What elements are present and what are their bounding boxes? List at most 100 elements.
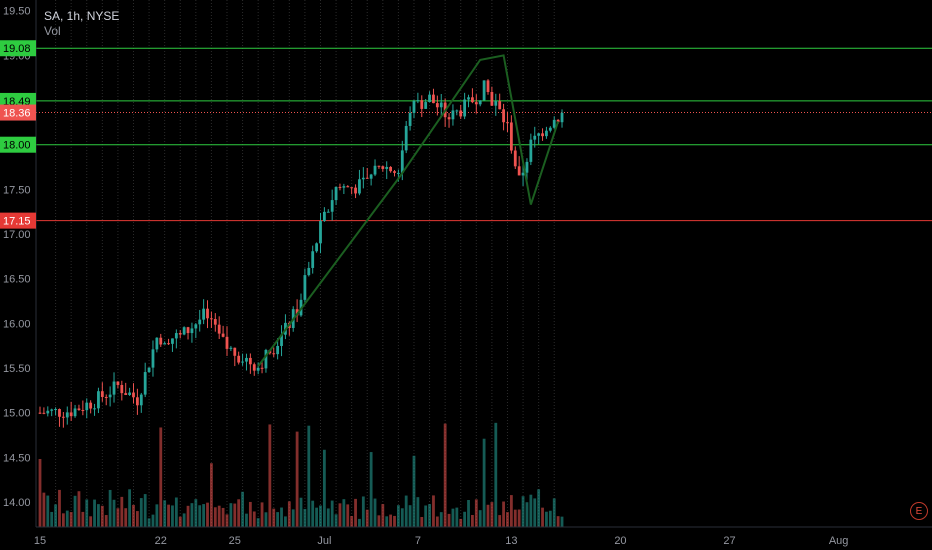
- earnings-icon[interactable]: E: [910, 502, 928, 520]
- candle-body: [252, 364, 256, 371]
- candle-body: [225, 336, 229, 349]
- candle-body: [556, 119, 560, 123]
- volume-bar: [295, 431, 299, 527]
- trendline-drawing[interactable]: [257, 54, 560, 367]
- candle-body: [525, 161, 529, 173]
- volume-bar: [346, 504, 350, 527]
- volume-bar: [202, 504, 206, 527]
- volume-bar: [490, 502, 494, 527]
- candle-body: [502, 109, 505, 123]
- volume-bar: [100, 505, 104, 527]
- candle-body: [463, 99, 467, 117]
- volume-bar: [459, 518, 463, 527]
- candle-body: [77, 408, 81, 410]
- candle-body: [210, 318, 213, 320]
- level-price-label: 18.00: [3, 140, 31, 152]
- volume-bar: [213, 507, 217, 527]
- volume-bar: [85, 499, 89, 527]
- volume-bar: [61, 513, 65, 527]
- volume-bar: [139, 498, 143, 527]
- horizontal-levels[interactable]: [36, 47, 932, 222]
- candle-body: [190, 328, 194, 334]
- volume-bar: [315, 507, 318, 527]
- volume-bar: [198, 505, 202, 527]
- candle-body: [537, 133, 541, 136]
- volume-bar: [58, 489, 61, 527]
- volume-bar: [135, 511, 139, 527]
- candle-body: [256, 367, 260, 371]
- candle-body: [108, 394, 112, 398]
- candle-body: [385, 166, 389, 169]
- candle-body: [65, 412, 69, 418]
- candlesticks: [38, 79, 564, 428]
- volume-bar: [163, 500, 167, 527]
- candle-body: [560, 112, 564, 123]
- volume-bar: [245, 513, 248, 527]
- volume-bar: [478, 510, 482, 527]
- volume-bar: [248, 501, 252, 527]
- level-price-label: 19.08: [3, 43, 31, 55]
- volume-bar: [334, 514, 338, 527]
- candle-body: [194, 324, 198, 329]
- volume-bar: [174, 497, 178, 527]
- price-tick-label: 16.50: [3, 274, 31, 286]
- volume-bar: [124, 508, 128, 527]
- volume-bar: [252, 511, 256, 527]
- candle-body: [112, 381, 116, 395]
- candle-body: [143, 372, 147, 395]
- volume-bar: [537, 489, 541, 527]
- candle-body: [517, 166, 521, 176]
- volume-bar: [455, 507, 459, 527]
- candle-body: [73, 408, 77, 417]
- volume-bar: [73, 495, 77, 527]
- volume-bar: [435, 516, 439, 527]
- time-axis[interactable]: 15 22 25 Jul 7 13 20 27 Aug: [34, 526, 932, 547]
- volume-bar: [225, 514, 229, 527]
- volume-bars: [38, 422, 564, 527]
- time-tick-label: 13: [505, 535, 517, 547]
- volume-bar: [272, 508, 276, 527]
- time-tick-label: 25: [229, 535, 241, 547]
- candle-body: [377, 165, 381, 167]
- level-price-badge: [0, 212, 36, 229]
- volume-bar: [389, 514, 393, 527]
- volume-bar: [50, 511, 54, 527]
- volume-bar: [287, 501, 291, 527]
- volume-bar: [393, 515, 396, 527]
- candle-body: [311, 251, 315, 268]
- volume-bar: [38, 459, 42, 527]
- candle-body: [241, 361, 244, 363]
- candle-body: [97, 391, 100, 409]
- volume-bar: [330, 500, 334, 527]
- time-tick-label: 20: [614, 535, 626, 547]
- candle-body: [373, 165, 377, 175]
- volume-bar: [482, 438, 486, 527]
- price-axis[interactable]: 19.5019.0017.5017.0016.5016.0015.5015.00…: [0, 0, 37, 550]
- volume-bar: [178, 516, 182, 527]
- volume-bar: [424, 505, 428, 527]
- volume-bar: [381, 504, 385, 527]
- candle-body: [482, 80, 486, 101]
- time-tick-label: Jul: [317, 535, 331, 547]
- volume-bar: [299, 497, 303, 527]
- candle-body: [264, 349, 268, 369]
- volume-bar: [280, 507, 283, 527]
- volume-bar: [256, 518, 260, 527]
- volume-bar: [509, 495, 513, 527]
- symbol-legend: SA, 1h, NYSE Vol: [44, 9, 119, 39]
- candle-body: [529, 139, 533, 162]
- volume-bar: [494, 422, 498, 527]
- volume-bar: [404, 495, 408, 527]
- candle-body: [280, 334, 283, 346]
- candle-body: [474, 102, 478, 105]
- last-price-badge: [0, 104, 36, 121]
- volume-bar: [46, 495, 50, 527]
- volume-bar: [104, 515, 108, 527]
- volume-bar: [237, 499, 241, 527]
- candle-body: [155, 337, 159, 350]
- candle-body: [303, 275, 307, 300]
- volume-bar: [354, 498, 357, 527]
- volume-bar: [128, 489, 131, 527]
- price-tick-label: 15.00: [3, 408, 31, 420]
